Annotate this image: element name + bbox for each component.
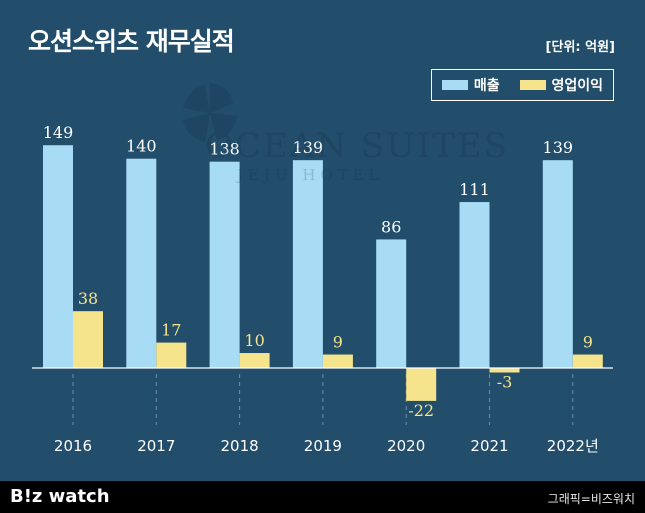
data-label-revenue-3: 139 <box>293 138 324 157</box>
legend-item-operating-profit: 영업이익 <box>519 75 604 95</box>
bar-operating-profit-5 <box>489 368 520 373</box>
chart-title: 오션스위츠 재무실적 <box>28 27 235 56</box>
data-label-revenue-0: 149 <box>43 123 74 142</box>
data-label-operating-profit-6: 9 <box>583 333 593 352</box>
x-tick-label-0: 2016 <box>54 437 92 455</box>
x-tick-label-2: 2018 <box>221 437 259 455</box>
chart-legend: 매출 영업이익 <box>431 69 614 101</box>
x-tick-label-5: 2021 <box>470 437 508 455</box>
bizwatch-logo: B!z watch <box>10 486 110 507</box>
bar-revenue-0 <box>43 145 73 368</box>
bar-operating-profit-6 <box>572 354 603 368</box>
bar-revenue-1 <box>126 158 157 368</box>
x-tick-label-3: 2019 <box>304 437 342 455</box>
x-tick-label-6: 2022년 <box>547 437 599 455</box>
legend-swatch-operating-profit <box>519 80 546 90</box>
footer-bar: B!z watch 그래픽=비즈워치 <box>0 481 645 513</box>
data-label-operating-profit-1: 17 <box>161 321 181 340</box>
data-label-operating-profit-0: 38 <box>78 289 98 308</box>
graphic-credit: 그래픽=비즈워치 <box>547 492 635 506</box>
bar-operating-profit-4 <box>406 368 437 401</box>
bar-chart: 149 38 2016 140 17 2017 138 10 2018 139 9 2019 86 -22… <box>32 123 613 455</box>
data-label-operating-profit-2: 10 <box>244 331 264 350</box>
legend-item-revenue: 매출 <box>441 75 500 95</box>
legend-label-operating-profit: 영업이익 <box>551 78 604 94</box>
data-label-revenue-1: 140 <box>126 137 157 156</box>
legend-swatch-revenue <box>441 80 468 90</box>
unit-label: [단위: 억원] <box>545 40 615 55</box>
bar-revenue-5 <box>459 202 490 368</box>
data-label-revenue-5: 111 <box>459 180 490 199</box>
bar-revenue-6 <box>542 160 573 368</box>
bar-revenue-2 <box>209 161 240 368</box>
data-label-operating-profit-3: 9 <box>333 333 343 352</box>
data-label-revenue-6: 139 <box>543 138 574 157</box>
bar-operating-profit-2 <box>239 353 270 368</box>
data-label-operating-profit-4: -22 <box>408 401 434 420</box>
bar-operating-profit-0 <box>73 311 103 368</box>
legend-label-revenue: 매출 <box>473 78 500 94</box>
bar-revenue-3 <box>292 160 323 368</box>
data-label-operating-profit-5: -3 <box>497 372 513 391</box>
x-tick-label-1: 2017 <box>137 437 175 455</box>
data-label-revenue-2: 138 <box>209 140 240 159</box>
x-tick-label-4: 2020 <box>387 437 425 455</box>
data-label-revenue-4: 86 <box>381 217 401 236</box>
bar-revenue-4 <box>376 239 407 368</box>
bar-operating-profit-1 <box>156 342 187 368</box>
bar-operating-profit-3 <box>322 354 353 368</box>
